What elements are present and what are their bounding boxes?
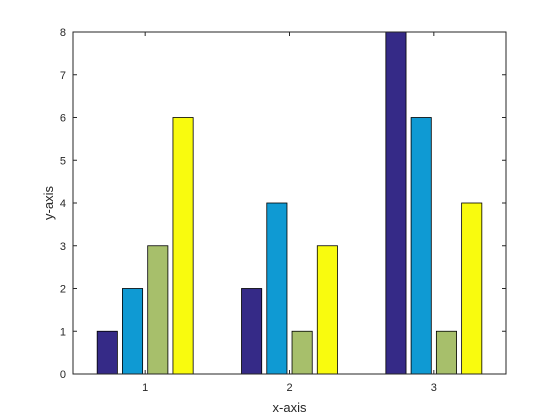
bar-series-3-category-2	[291, 330, 313, 375]
y-tick-label-5: 5	[60, 155, 66, 167]
bar-series-2-category-2	[266, 202, 288, 375]
bar-series-1-category-3	[385, 31, 407, 375]
bar-series-1-category-2	[241, 288, 263, 375]
bar-series-2-category-3	[410, 117, 432, 375]
y-tick-label-7: 7	[60, 70, 66, 82]
y-tick-label-6: 6	[60, 113, 66, 125]
x-tick-label-1: 1	[142, 382, 148, 394]
bar-series-3-category-3	[435, 330, 457, 375]
bar-series-4-category-1	[172, 117, 194, 375]
y-tick-label-1: 1	[60, 326, 66, 338]
x-tick-label-3: 3	[431, 382, 437, 394]
y-tick-label-8: 8	[60, 27, 66, 39]
bars-group	[96, 31, 483, 375]
ticks-group: 0 1 2 3 4 5 6 7 8 1 2 3	[60, 27, 506, 394]
bar-series-2-category-1	[122, 288, 144, 375]
bar-series-1-category-1	[96, 330, 118, 375]
bar-series-4-category-3	[461, 202, 483, 375]
x-axis-label: x-axis	[273, 400, 307, 415]
x-tick-label-2: 2	[286, 382, 292, 394]
bar-series-3-category-1	[147, 245, 169, 375]
bar-series-4-category-2	[316, 245, 338, 375]
y-tick-label-4: 4	[60, 198, 66, 210]
y-axis-label: y-axis	[41, 186, 56, 220]
y-tick-label-0: 0	[60, 369, 66, 381]
plot-area	[73, 32, 506, 374]
y-tick-label-2: 2	[60, 284, 66, 296]
y-tick-label-3: 3	[60, 241, 66, 253]
